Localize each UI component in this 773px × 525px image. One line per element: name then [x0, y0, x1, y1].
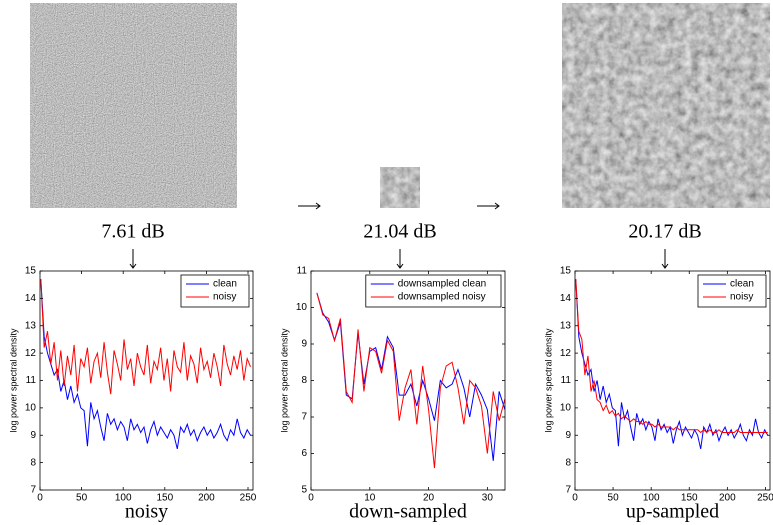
legend-box [365, 274, 502, 308]
x-tick-label: 200 [719, 493, 736, 504]
y-axis-label: log power spectral density [8, 328, 18, 433]
y-tick-label: 9 [30, 430, 36, 441]
psnr-label: 21.04 dB [363, 221, 436, 243]
y-tick-label: 8 [30, 457, 36, 468]
upsampled-image [562, 3, 770, 208]
y-axis-label: log power spectral density [279, 328, 289, 433]
y-tick-label: 7 [30, 485, 36, 496]
x-tick-label: 30 [482, 493, 494, 504]
x-tick-label: 0 [572, 493, 578, 504]
arrows [129, 202, 669, 269]
y-tick-label: 10 [25, 403, 37, 414]
y-tick-label: 15 [560, 266, 572, 277]
y-tick-label: 14 [25, 293, 37, 304]
down-arrow [396, 249, 404, 269]
y-tick-label: 5 [301, 485, 307, 496]
legend-label: downsampled noisy [398, 292, 486, 303]
y-tick-label: 13 [25, 320, 37, 331]
x-tick-label: 250 [757, 493, 773, 504]
x-tick-label: 150 [156, 493, 173, 504]
legend-box [697, 274, 767, 308]
right-arrow [477, 202, 500, 210]
x-tick-label: 250 [240, 493, 257, 504]
y-tick-label: 11 [561, 375, 572, 386]
y-tick-label: 13 [560, 320, 572, 331]
y-tick-label: 6 [301, 448, 307, 459]
down-arrow [129, 249, 137, 269]
data-line [316, 292, 505, 469]
y-tick-label: 7 [301, 412, 307, 423]
psnr-label: 7.61 dB [101, 221, 164, 243]
downsampled-image [380, 167, 420, 208]
y-tick-label: 8 [301, 375, 307, 386]
y-tick-label: 12 [560, 348, 572, 359]
y-tick-label: 9 [301, 339, 307, 350]
x-tick-label: 0 [37, 493, 43, 504]
y-tick-label: 15 [25, 266, 37, 277]
caption: up-sampled [626, 501, 719, 523]
y-tick-label: 8 [565, 457, 571, 468]
legend-label: clean [730, 279, 754, 290]
noisy-image [30, 3, 237, 208]
caption: noisy [125, 501, 168, 523]
y-tick-label: 9 [565, 430, 571, 441]
x-tick-label: 100 [115, 493, 132, 504]
legend-label: downsampled clean [398, 279, 486, 290]
data-line [316, 292, 505, 461]
x-tick-label: 150 [681, 493, 698, 504]
x-tick-label: 100 [643, 493, 660, 504]
y-tick-label: 7 [565, 485, 571, 496]
y-tick-label: 14 [560, 293, 572, 304]
x-tick-label: 50 [76, 493, 88, 504]
data-line [40, 279, 251, 450]
down-arrow [661, 249, 669, 269]
legend-label: clean [213, 279, 237, 290]
data-line [575, 279, 768, 434]
caption: down-sampled [349, 501, 467, 523]
right-arrow [298, 202, 321, 210]
legend-label: noisy [213, 292, 236, 303]
y-tick-label: 11 [26, 375, 37, 386]
y-tick-label: 10 [296, 302, 308, 313]
data-line [40, 279, 251, 395]
y-tick-label: 12 [25, 348, 37, 359]
x-tick-label: 200 [198, 493, 215, 504]
psnr-label: 20.17 dB [628, 221, 701, 243]
x-tick-label: 0 [308, 493, 314, 504]
y-tick-label: 11 [297, 266, 308, 277]
data-line [575, 279, 769, 450]
y-axis-label: log power spectral density [543, 328, 553, 433]
x-tick-label: 10 [364, 493, 376, 504]
x-tick-label: 50 [608, 493, 620, 504]
y-tick-label: 10 [560, 403, 572, 414]
legend-box [180, 274, 250, 308]
x-tick-label: 20 [423, 493, 435, 504]
legend-label: noisy [730, 292, 753, 303]
